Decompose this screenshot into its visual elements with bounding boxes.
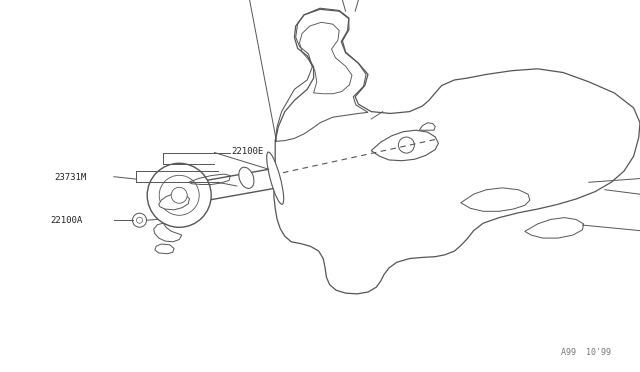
Text: 22100A: 22100A: [50, 217, 82, 225]
Circle shape: [172, 187, 188, 203]
Text: A99  10'99: A99 10'99: [561, 348, 611, 357]
Text: 22100E: 22100E: [232, 147, 264, 155]
Circle shape: [132, 213, 147, 227]
Polygon shape: [179, 168, 275, 205]
Polygon shape: [154, 223, 182, 242]
Polygon shape: [159, 193, 189, 210]
Circle shape: [147, 163, 211, 227]
Polygon shape: [155, 244, 174, 254]
Text: 23731M: 23731M: [54, 173, 86, 182]
Ellipse shape: [239, 167, 254, 189]
Ellipse shape: [267, 152, 284, 204]
